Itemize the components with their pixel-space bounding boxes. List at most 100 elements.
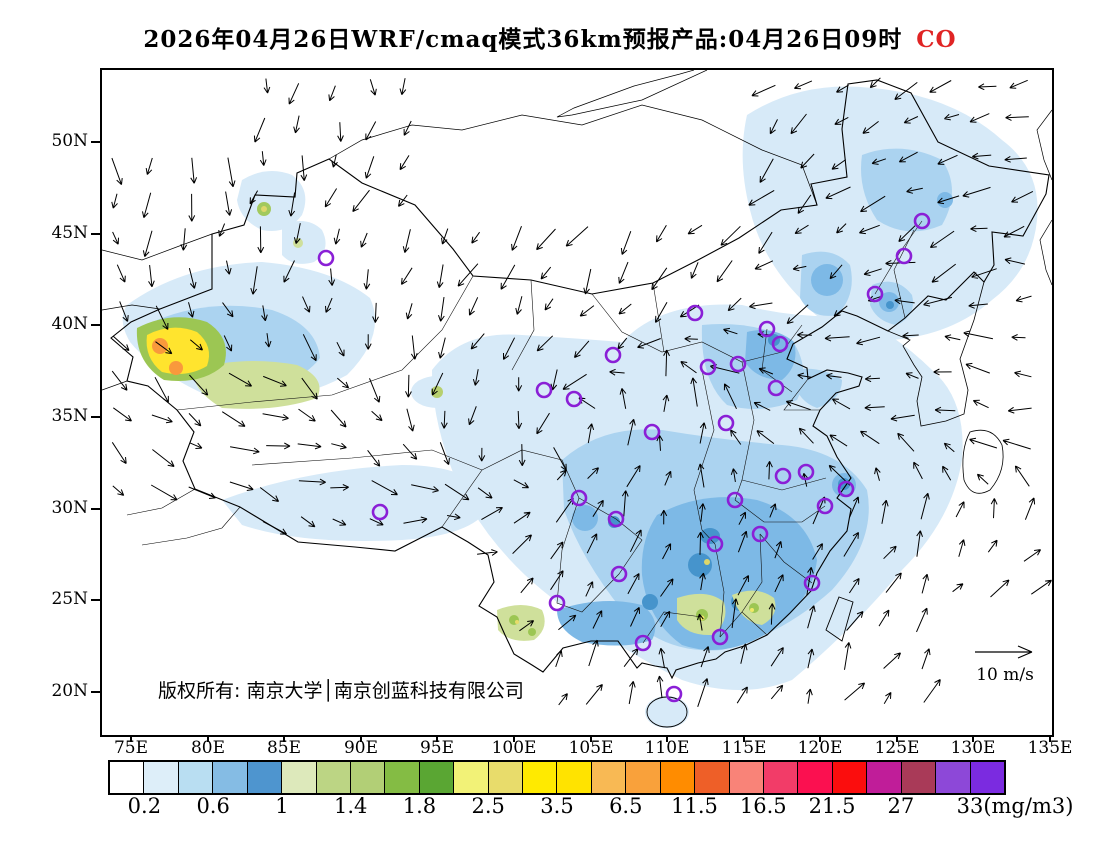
lon-label: 115E xyxy=(721,738,767,758)
lon-tick xyxy=(130,735,132,742)
lon-label: 85E xyxy=(266,738,302,758)
lon-tick xyxy=(513,735,515,742)
colorbar-cell xyxy=(557,762,592,793)
lon-tick xyxy=(1049,735,1051,742)
city-marker-icon xyxy=(726,491,744,509)
colorbar-cell xyxy=(695,762,730,793)
lon-tick xyxy=(590,735,592,742)
lon-tick xyxy=(743,735,745,742)
city-marker-icon xyxy=(711,628,729,646)
lat-label: 45N xyxy=(51,223,88,243)
lon-tick xyxy=(436,735,438,742)
city-marker-icon xyxy=(816,497,834,515)
lat-label: 25N xyxy=(51,589,88,609)
colorbar-label: 27 xyxy=(887,794,915,818)
colorbar-cell xyxy=(867,762,902,793)
lon-label: 105E xyxy=(568,738,614,758)
lat-label: 50N xyxy=(51,131,88,151)
city-marker-icon xyxy=(610,565,628,583)
colorbar-label: 0.6 xyxy=(196,794,230,818)
colorbar-cell xyxy=(282,762,317,793)
lon-tick xyxy=(207,735,209,742)
colorbar-cell xyxy=(316,762,351,793)
colorbar-cell xyxy=(523,762,558,793)
lon-label: 80E xyxy=(190,738,226,758)
city-marker-icon xyxy=(866,285,884,303)
co-fill-contours xyxy=(122,86,1038,728)
city-marker-icon xyxy=(686,304,704,322)
city-marker-icon xyxy=(837,480,855,498)
colorbar-cell xyxy=(385,762,420,793)
colorbar-label: 11.5 xyxy=(671,794,718,818)
colorbar-cell xyxy=(660,762,696,793)
lat-label: 35N xyxy=(51,406,88,426)
colorbar-cell xyxy=(729,762,765,793)
lon-tick xyxy=(360,735,362,742)
colorbar-label: 2.5 xyxy=(471,794,505,818)
page-title: 2026年04月26日WRF/cmaq模式36km预报产品:04月26日09时 C… xyxy=(0,20,1100,54)
colorbar-cell xyxy=(144,762,179,793)
colorbar-cell xyxy=(901,762,937,793)
colorbar-label: 0.2 xyxy=(127,794,162,818)
lon-label: 120E xyxy=(797,738,843,758)
colorbar-cell xyxy=(798,762,833,793)
city-marker-icon xyxy=(774,467,792,485)
city-marker-icon xyxy=(729,355,747,373)
lon-tick xyxy=(972,735,974,742)
city-marker-icon xyxy=(634,634,652,652)
lon-tick xyxy=(819,735,821,742)
city-marker-icon xyxy=(665,685,683,703)
lat-tick xyxy=(91,324,100,326)
lat-tick xyxy=(91,233,100,235)
colorbar-cell xyxy=(591,762,627,793)
city-marker-icon xyxy=(751,525,769,543)
lat-tick xyxy=(91,691,100,693)
colorbar-label: 16.5 xyxy=(739,794,787,818)
colorbar-label: 21.5 xyxy=(808,794,856,818)
lon-label: 100E xyxy=(491,738,537,758)
colorbar xyxy=(108,760,1006,795)
city-marker-icon xyxy=(570,489,588,507)
city-marker-icon xyxy=(548,594,566,612)
city-marker-icon xyxy=(758,320,776,338)
colorbar-cell xyxy=(454,762,489,793)
colorbar-cell xyxy=(936,762,971,793)
wind-scale-legend: 10 m/s xyxy=(975,645,1034,685)
lon-label: 110E xyxy=(644,738,690,758)
colorbar-cell xyxy=(350,762,386,793)
lat-label: 30N xyxy=(51,498,88,518)
lon-label: 90E xyxy=(343,738,379,758)
colorbar-cell xyxy=(764,762,799,793)
colorbar-label: 3.5 xyxy=(540,794,574,818)
colorbar-cell xyxy=(213,762,248,793)
species-label: CO xyxy=(916,26,957,53)
lon-label: 75E xyxy=(113,738,149,758)
wind-scale-text: 10 m/s xyxy=(976,665,1034,685)
lon-label: 125E xyxy=(874,738,920,758)
city-marker-icon xyxy=(803,574,821,592)
lon-tick xyxy=(283,735,285,742)
city-marker-icon xyxy=(706,535,724,553)
city-marker-icon xyxy=(643,423,661,441)
colorbar-cell xyxy=(110,762,145,793)
colorbar-cell xyxy=(178,762,214,793)
colorbar-label: 6.5 xyxy=(609,794,643,818)
copyright-text: 版权所有: 南京大学│南京创蓝科技有限公司 xyxy=(158,680,524,702)
city-marker-icon xyxy=(565,390,583,408)
city-markers xyxy=(317,212,931,703)
colorbar-label: 33(mg/m3) xyxy=(956,794,1074,818)
colorbar-cell xyxy=(419,762,455,793)
wind-vector-field xyxy=(111,77,1052,707)
colorbar-cell xyxy=(832,762,868,793)
city-marker-icon xyxy=(604,346,622,364)
city-marker-icon xyxy=(767,379,785,397)
lat-tick xyxy=(91,508,100,510)
city-marker-icon xyxy=(607,510,625,528)
wind-arrows-path xyxy=(111,77,1052,707)
city-marker-icon xyxy=(699,358,717,376)
title-text: 2026年04月26日WRF/cmaq模式36km预报产品:04月26日09时 xyxy=(143,26,903,53)
colorbar-label: 1.4 xyxy=(333,794,368,818)
lat-tick xyxy=(91,141,100,143)
city-marker-icon xyxy=(317,249,335,267)
